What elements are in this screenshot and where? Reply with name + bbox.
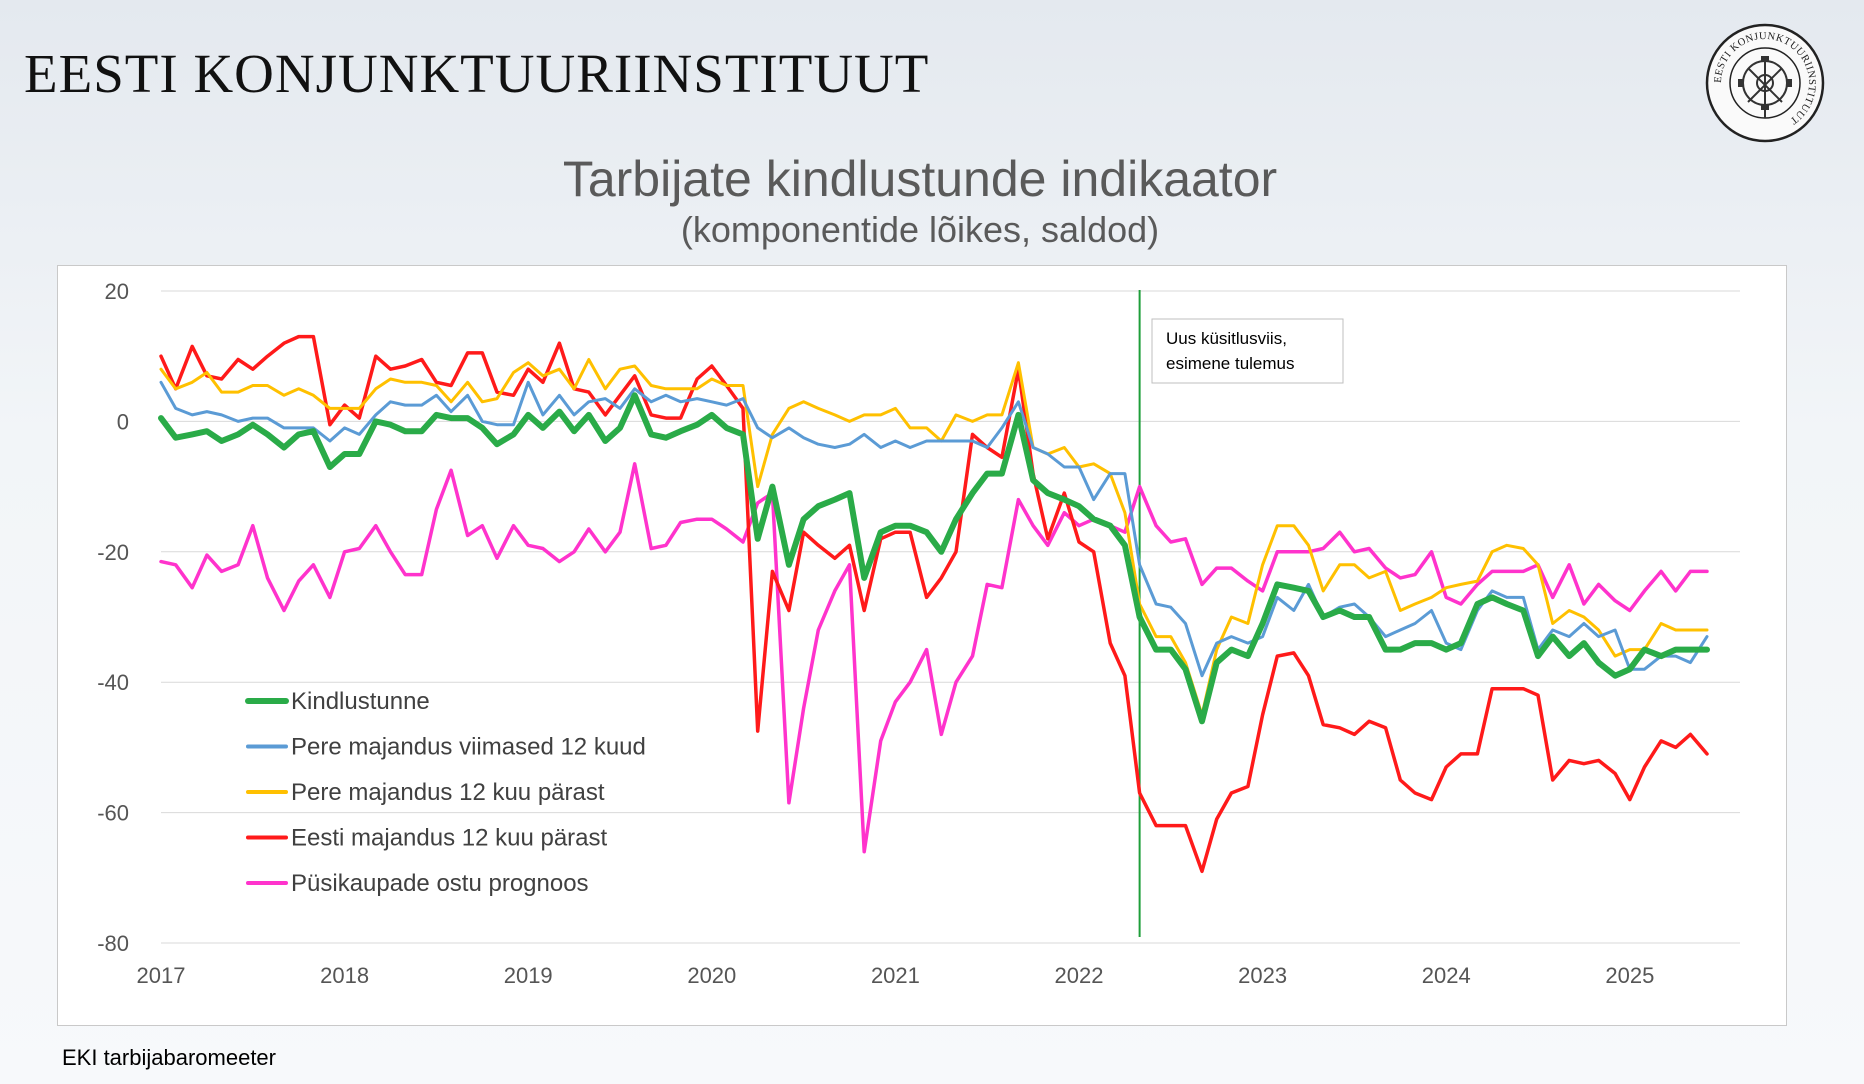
chart-subtitle: (komponentide lõikes, saldod) — [680, 209, 1160, 250]
x-tick-label: 2024 — [1422, 963, 1471, 988]
y-axis-ticks: 20 0 -20 -40 -60 -80 — [97, 279, 129, 956]
x-tick-label: 2025 — [1605, 963, 1654, 988]
y-tick-label: 20 — [105, 279, 129, 304]
series-line-pere-majandus-viimased-12-kuud — [159, 380, 1709, 678]
y-tick-label: -60 — [97, 801, 129, 826]
source-note: EKI tarbijabaromeeter — [62, 1045, 276, 1070]
x-tick-label: 2022 — [1055, 963, 1104, 988]
y-tick-label: -80 — [97, 931, 129, 956]
series-line-pere-majandus-12-kuu-p-rast — [159, 358, 1709, 717]
x-axis-ticks: 2017 2018 2019 2020 2021 2022 2023 2024 2025 — [137, 963, 1655, 988]
gridlines — [161, 290, 1740, 944]
annotation-box — [1151, 318, 1344, 384]
y-tick-label: -20 — [97, 540, 129, 565]
legend-label: Püsikaupade ostu prognoos — [291, 870, 589, 897]
x-tick-label: 2023 — [1238, 963, 1287, 988]
series-line-kindlustunne — [158, 392, 1710, 725]
x-tick-label: 2017 — [137, 963, 186, 988]
series-lines — [158, 334, 1710, 874]
legend-label: Pere majandus viimased 12 kuud — [291, 734, 646, 761]
x-tick-label: 2019 — [504, 963, 553, 988]
chart-title: Tarbijate kindlustunde indikaator — [562, 151, 1278, 207]
x-tick-label: 2018 — [320, 963, 369, 988]
legend-label: Kindlustunne — [291, 688, 430, 715]
x-tick-label: 2020 — [687, 963, 736, 988]
annotation: Uus küsitlusviis, esimene tulemus — [1138, 290, 1344, 937]
annotation-text: esimene tulemus — [1166, 354, 1295, 373]
series-line-p-sikaupade-ostu-prognoos — [159, 462, 1709, 854]
institute-logo-icon: EESTI KONJUNKTUURIINSTITUUT — [1705, 23, 1825, 143]
legend: Kindlustunne Pere majandus viimased 12 ku… — [245, 688, 646, 897]
plot-area — [57, 265, 1787, 1026]
line-chart: 20 0 -20 -40 -60 -80 2017 2018 2019 2020 2021 2022… — [97, 279, 1740, 988]
institute-name: EESTI KONJUNKTUURIINSTITUUT — [24, 43, 930, 104]
annotation-text: Uus küsitlusviis, — [1166, 329, 1287, 348]
y-tick-label: 0 — [117, 409, 129, 434]
y-tick-label: -40 — [97, 670, 129, 695]
x-tick-label: 2021 — [871, 963, 920, 988]
series-line-eesti-majandus-12-kuu-p-rast — [159, 334, 1709, 874]
legend-label: Eesti majandus 12 kuu pärast — [291, 825, 608, 852]
legend-label: Pere majandus 12 kuu pärast — [291, 779, 605, 806]
